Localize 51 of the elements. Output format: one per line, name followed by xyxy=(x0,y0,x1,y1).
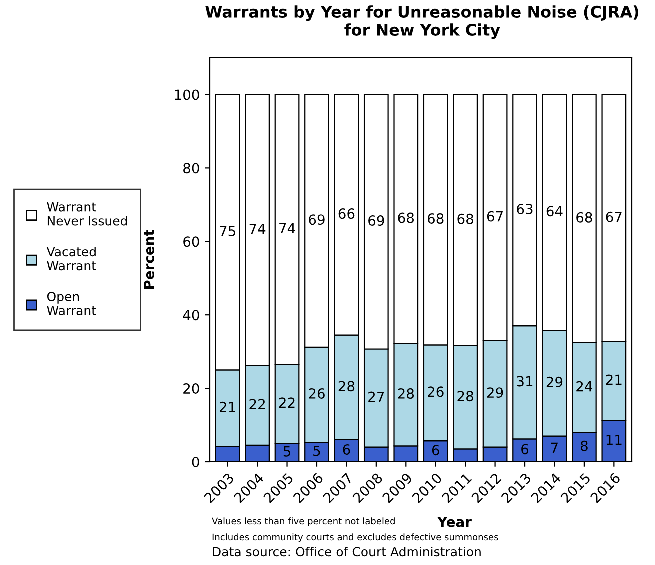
data-label: 31 xyxy=(517,376,533,387)
data-label: 5 xyxy=(284,446,290,457)
legend-label: Warrant Never Issued xyxy=(47,202,128,226)
y-tick-label: 60 xyxy=(184,236,200,248)
data-label: 27 xyxy=(368,392,384,402)
data-label: 63 xyxy=(517,204,533,214)
y-tick-label: 20 xyxy=(184,384,200,394)
data-label: 64 xyxy=(546,206,563,217)
data-label: 68 xyxy=(576,212,592,223)
text: Values less than five percent not labeled xyxy=(212,518,395,526)
y-tick-label: 80 xyxy=(184,163,200,174)
data-label: 29 xyxy=(487,388,504,398)
data-label: 68 xyxy=(428,213,444,224)
data-label: 67 xyxy=(606,212,622,222)
data-label: 28 xyxy=(338,381,355,392)
data-label: 74 xyxy=(280,223,296,234)
y-tick-label: 100 xyxy=(175,90,200,100)
data-label: 24 xyxy=(576,381,593,392)
y-axis-title: Percent xyxy=(144,230,154,290)
data-label: 11 xyxy=(606,434,622,446)
data-label: 22 xyxy=(279,398,295,408)
legend-label: Vacated Warrant xyxy=(46,246,96,271)
data-label: 75 xyxy=(220,226,236,236)
text: Includes community courts and excludes defective summonses xyxy=(212,534,498,542)
data-label: 74 xyxy=(250,224,266,234)
data-label: 5 xyxy=(314,446,320,456)
data-label: 26 xyxy=(428,386,444,398)
data-label: 67 xyxy=(487,211,503,222)
data-label: 69 xyxy=(309,214,325,226)
data-label: 28 xyxy=(398,388,414,400)
data-label: 22 xyxy=(250,399,265,410)
legend-label: Open Warrant xyxy=(47,292,96,316)
data-label: 29 xyxy=(546,376,563,388)
data-label: 68 xyxy=(458,214,474,224)
data-label: 8 xyxy=(580,440,588,452)
data-label: 6 xyxy=(343,444,350,456)
data-label: 6 xyxy=(432,445,440,456)
x-axis-title: Year xyxy=(437,516,472,528)
data-label: 6 xyxy=(522,444,529,455)
data-label: 66 xyxy=(338,208,355,220)
source-note: Data source: Office of Court Administration xyxy=(213,546,481,557)
data-label: 21 xyxy=(220,402,236,412)
chart-title: Warrants by Year for Unreasonable Noise (CJRA) for New York City xyxy=(206,6,638,40)
data-label: 21 xyxy=(606,374,622,386)
data-label: 68 xyxy=(398,212,414,224)
data-label: 26 xyxy=(309,388,325,400)
y-tick-label: 0 xyxy=(192,456,200,468)
data-label: 69 xyxy=(368,216,384,226)
y-tick-label: 40 xyxy=(183,310,200,321)
data-label: 7 xyxy=(551,442,558,453)
data-label: 28 xyxy=(458,391,474,402)
